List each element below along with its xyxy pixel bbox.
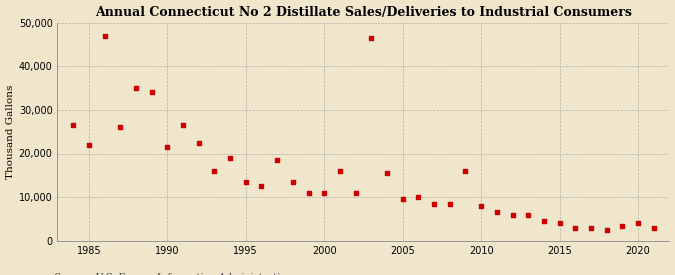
Point: [115, 125, 126, 130]
Point: [601, 228, 612, 232]
Point: [523, 212, 534, 217]
Text: Source: U.S. Energy Information Administration: Source: U.S. Energy Information Administ…: [54, 274, 292, 275]
Point: [162, 145, 173, 149]
Point: [319, 191, 329, 195]
Point: [68, 123, 78, 127]
Point: [649, 226, 659, 230]
Point: [288, 180, 298, 184]
Point: [586, 226, 597, 230]
Point: [335, 169, 346, 173]
Point: [84, 142, 95, 147]
Point: [491, 210, 502, 215]
Y-axis label: Thousand Gallons: Thousand Gallons: [5, 84, 15, 179]
Point: [178, 123, 188, 127]
Point: [272, 158, 283, 162]
Point: [225, 156, 236, 160]
Point: [130, 86, 141, 90]
Point: [193, 140, 204, 145]
Point: [554, 221, 565, 226]
Point: [476, 204, 487, 208]
Point: [507, 212, 518, 217]
Point: [570, 226, 580, 230]
Point: [444, 202, 455, 206]
Point: [209, 169, 220, 173]
Point: [413, 195, 424, 199]
Point: [240, 180, 251, 184]
Point: [617, 223, 628, 228]
Point: [350, 191, 361, 195]
Point: [398, 197, 408, 202]
Point: [381, 171, 392, 175]
Point: [429, 202, 439, 206]
Point: [99, 33, 110, 38]
Point: [632, 221, 643, 226]
Point: [256, 184, 267, 188]
Point: [539, 219, 549, 223]
Point: [303, 191, 314, 195]
Point: [146, 90, 157, 95]
Point: [460, 169, 471, 173]
Title: Annual Connecticut No 2 Distillate Sales/Deliveries to Industrial Consumers: Annual Connecticut No 2 Distillate Sales…: [95, 6, 632, 18]
Point: [366, 35, 377, 40]
